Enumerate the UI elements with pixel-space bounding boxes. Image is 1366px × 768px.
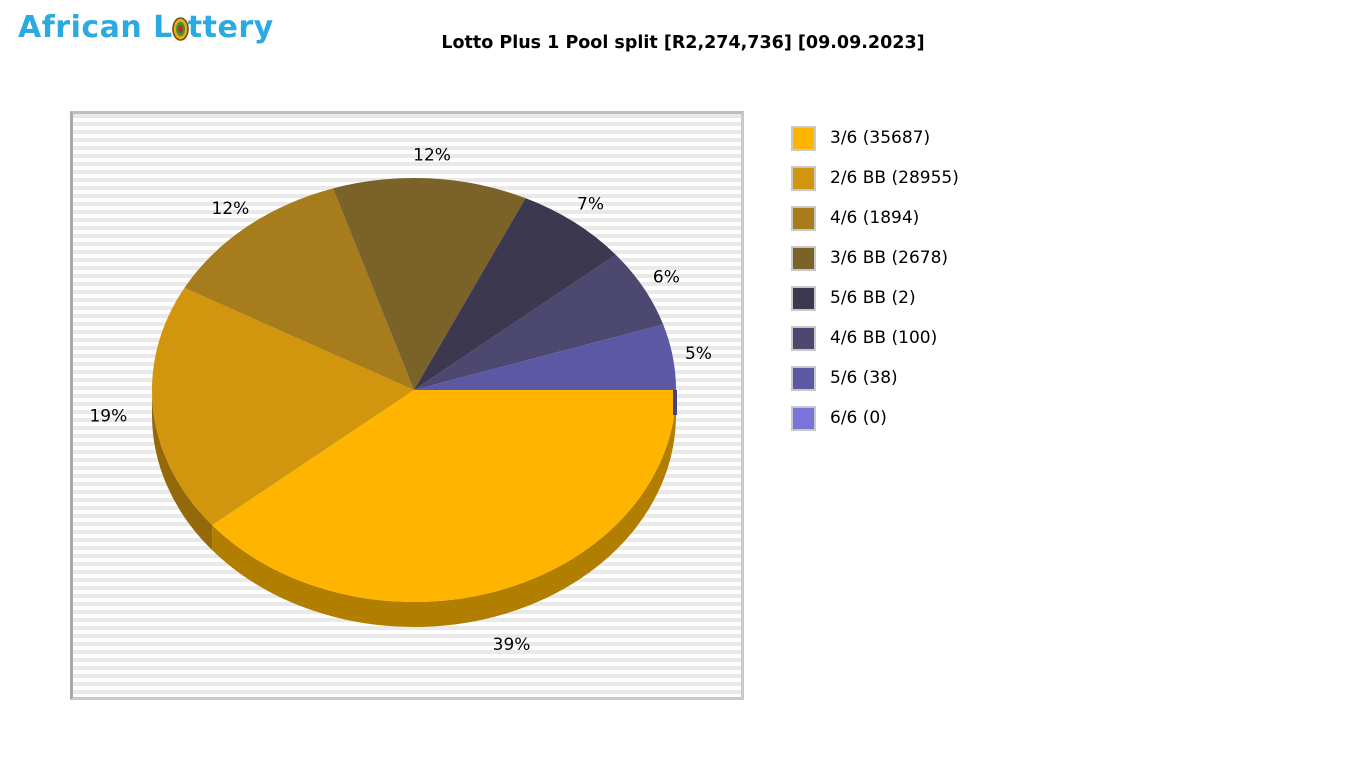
legend-label: 5/6 BB (2) xyxy=(830,288,916,308)
legend-item-4-6-bb: 4/6 BB (100) xyxy=(791,318,959,358)
logo-text-before: African L xyxy=(18,10,173,45)
pie-slice-5-6-bb xyxy=(414,198,616,390)
pie-percent-label-4-6-bb: 6% xyxy=(653,267,680,287)
pie-percent-label-4-6: 12% xyxy=(212,199,250,219)
pie-slice-3-6-bb xyxy=(333,178,526,390)
legend-swatch xyxy=(791,325,816,351)
legend-label: 3/6 (35687) xyxy=(830,128,931,148)
legend-label: 5/6 (38) xyxy=(830,368,898,388)
chart-plot-area: 39% 19% 12% 12% 7% 6% 5% xyxy=(70,111,744,700)
legend-swatch xyxy=(791,125,816,151)
legend-item-2-6-bb: 2/6 BB (28955) xyxy=(791,158,959,198)
pie-slice-side-2-6-bb xyxy=(152,390,213,551)
lottery-ball-icon xyxy=(171,14,189,49)
pie-percent-label-3-6-bb: 12% xyxy=(413,145,451,165)
chart-title: Lotto Plus 1 Pool split [R2,274,736] [09… xyxy=(441,33,925,53)
pie-percent-label-3-6: 39% xyxy=(493,635,531,655)
legend-label: 2/6 BB (28955) xyxy=(830,168,959,188)
pie-slice-3-6 xyxy=(212,390,676,602)
legend-label: 4/6 (1894) xyxy=(830,208,920,228)
pie-slice-4-6 xyxy=(184,188,414,390)
legend-swatch xyxy=(791,285,816,311)
legend-swatch xyxy=(791,365,816,391)
pie-slice-5-6 xyxy=(414,324,676,390)
pie-slice-2-6-bb xyxy=(152,287,414,526)
legend-swatch xyxy=(791,405,816,431)
legend-item-5-6: 5/6 (38) xyxy=(791,358,959,398)
pie-percent-label-5-6: 5% xyxy=(685,344,712,364)
legend-item-4-6: 4/6 (1894) xyxy=(791,198,959,238)
logo-text-after: ttery xyxy=(187,10,274,45)
legend-swatch xyxy=(791,245,816,271)
legend-swatch xyxy=(791,205,816,231)
legend-swatch xyxy=(791,165,816,191)
legend-label: 6/6 (0) xyxy=(830,408,887,428)
legend-item-3-6: 3/6 (35687) xyxy=(791,118,959,158)
app-logo: African L ttery xyxy=(18,10,274,49)
chart-legend: 3/6 (35687) 2/6 BB (28955) 4/6 (1894) 3/6 B… xyxy=(791,118,959,438)
pie-slice-4-6-bb xyxy=(414,254,664,390)
legend-item-3-6-bb: 3/6 BB (2678) xyxy=(791,238,959,278)
pie-percent-label-2-6-bb: 19% xyxy=(89,406,127,426)
legend-label: 4/6 BB (100) xyxy=(830,328,938,348)
legend-label: 3/6 BB (2678) xyxy=(830,248,949,268)
pie-slice-side-3-6 xyxy=(212,390,676,627)
legend-item-6-6: 6/6 (0) xyxy=(791,398,959,438)
pie-chart-svg: 39% 19% 12% 12% 7% 6% 5% xyxy=(89,145,712,655)
legend-item-5-6-bb: 5/6 BB (2) xyxy=(791,278,959,318)
pie-percent-label-5-6-bb: 7% xyxy=(577,195,604,215)
